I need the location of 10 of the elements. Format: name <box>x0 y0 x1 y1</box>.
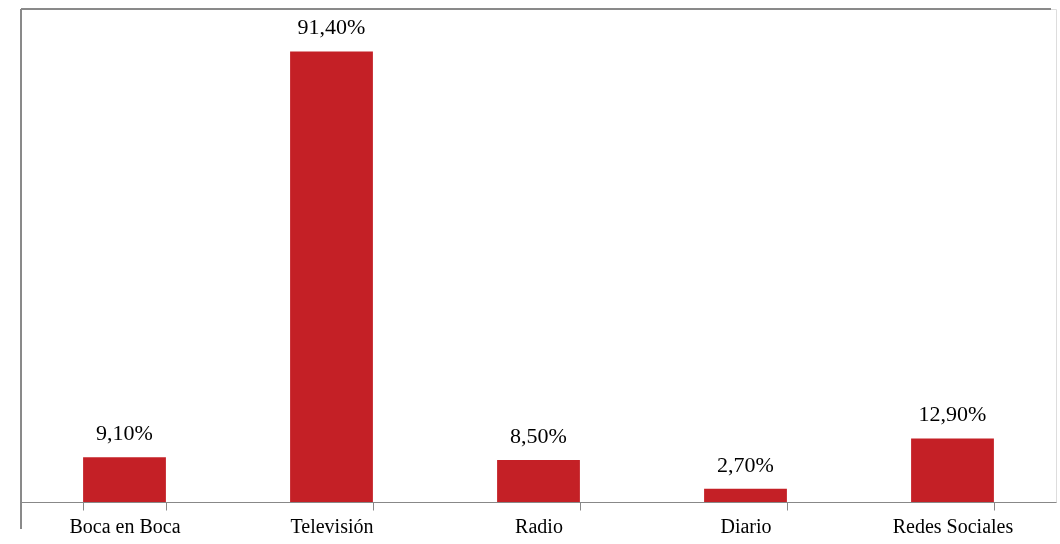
data-label: 91,40% <box>297 14 366 40</box>
x-tick-label: Boca en Boca <box>69 514 181 537</box>
x-tick-label: Redes Sociales <box>892 514 1014 537</box>
data-label: 9,10% <box>96 420 153 446</box>
data-label: 2,70% <box>717 451 774 477</box>
x-tick-label: Radio <box>515 514 563 537</box>
x-tick-label: Diario <box>720 514 772 537</box>
x-tick-label: Televisión <box>290 514 374 537</box>
data-label: 12,90% <box>918 401 987 427</box>
data-label: 8,50% <box>510 423 567 449</box>
